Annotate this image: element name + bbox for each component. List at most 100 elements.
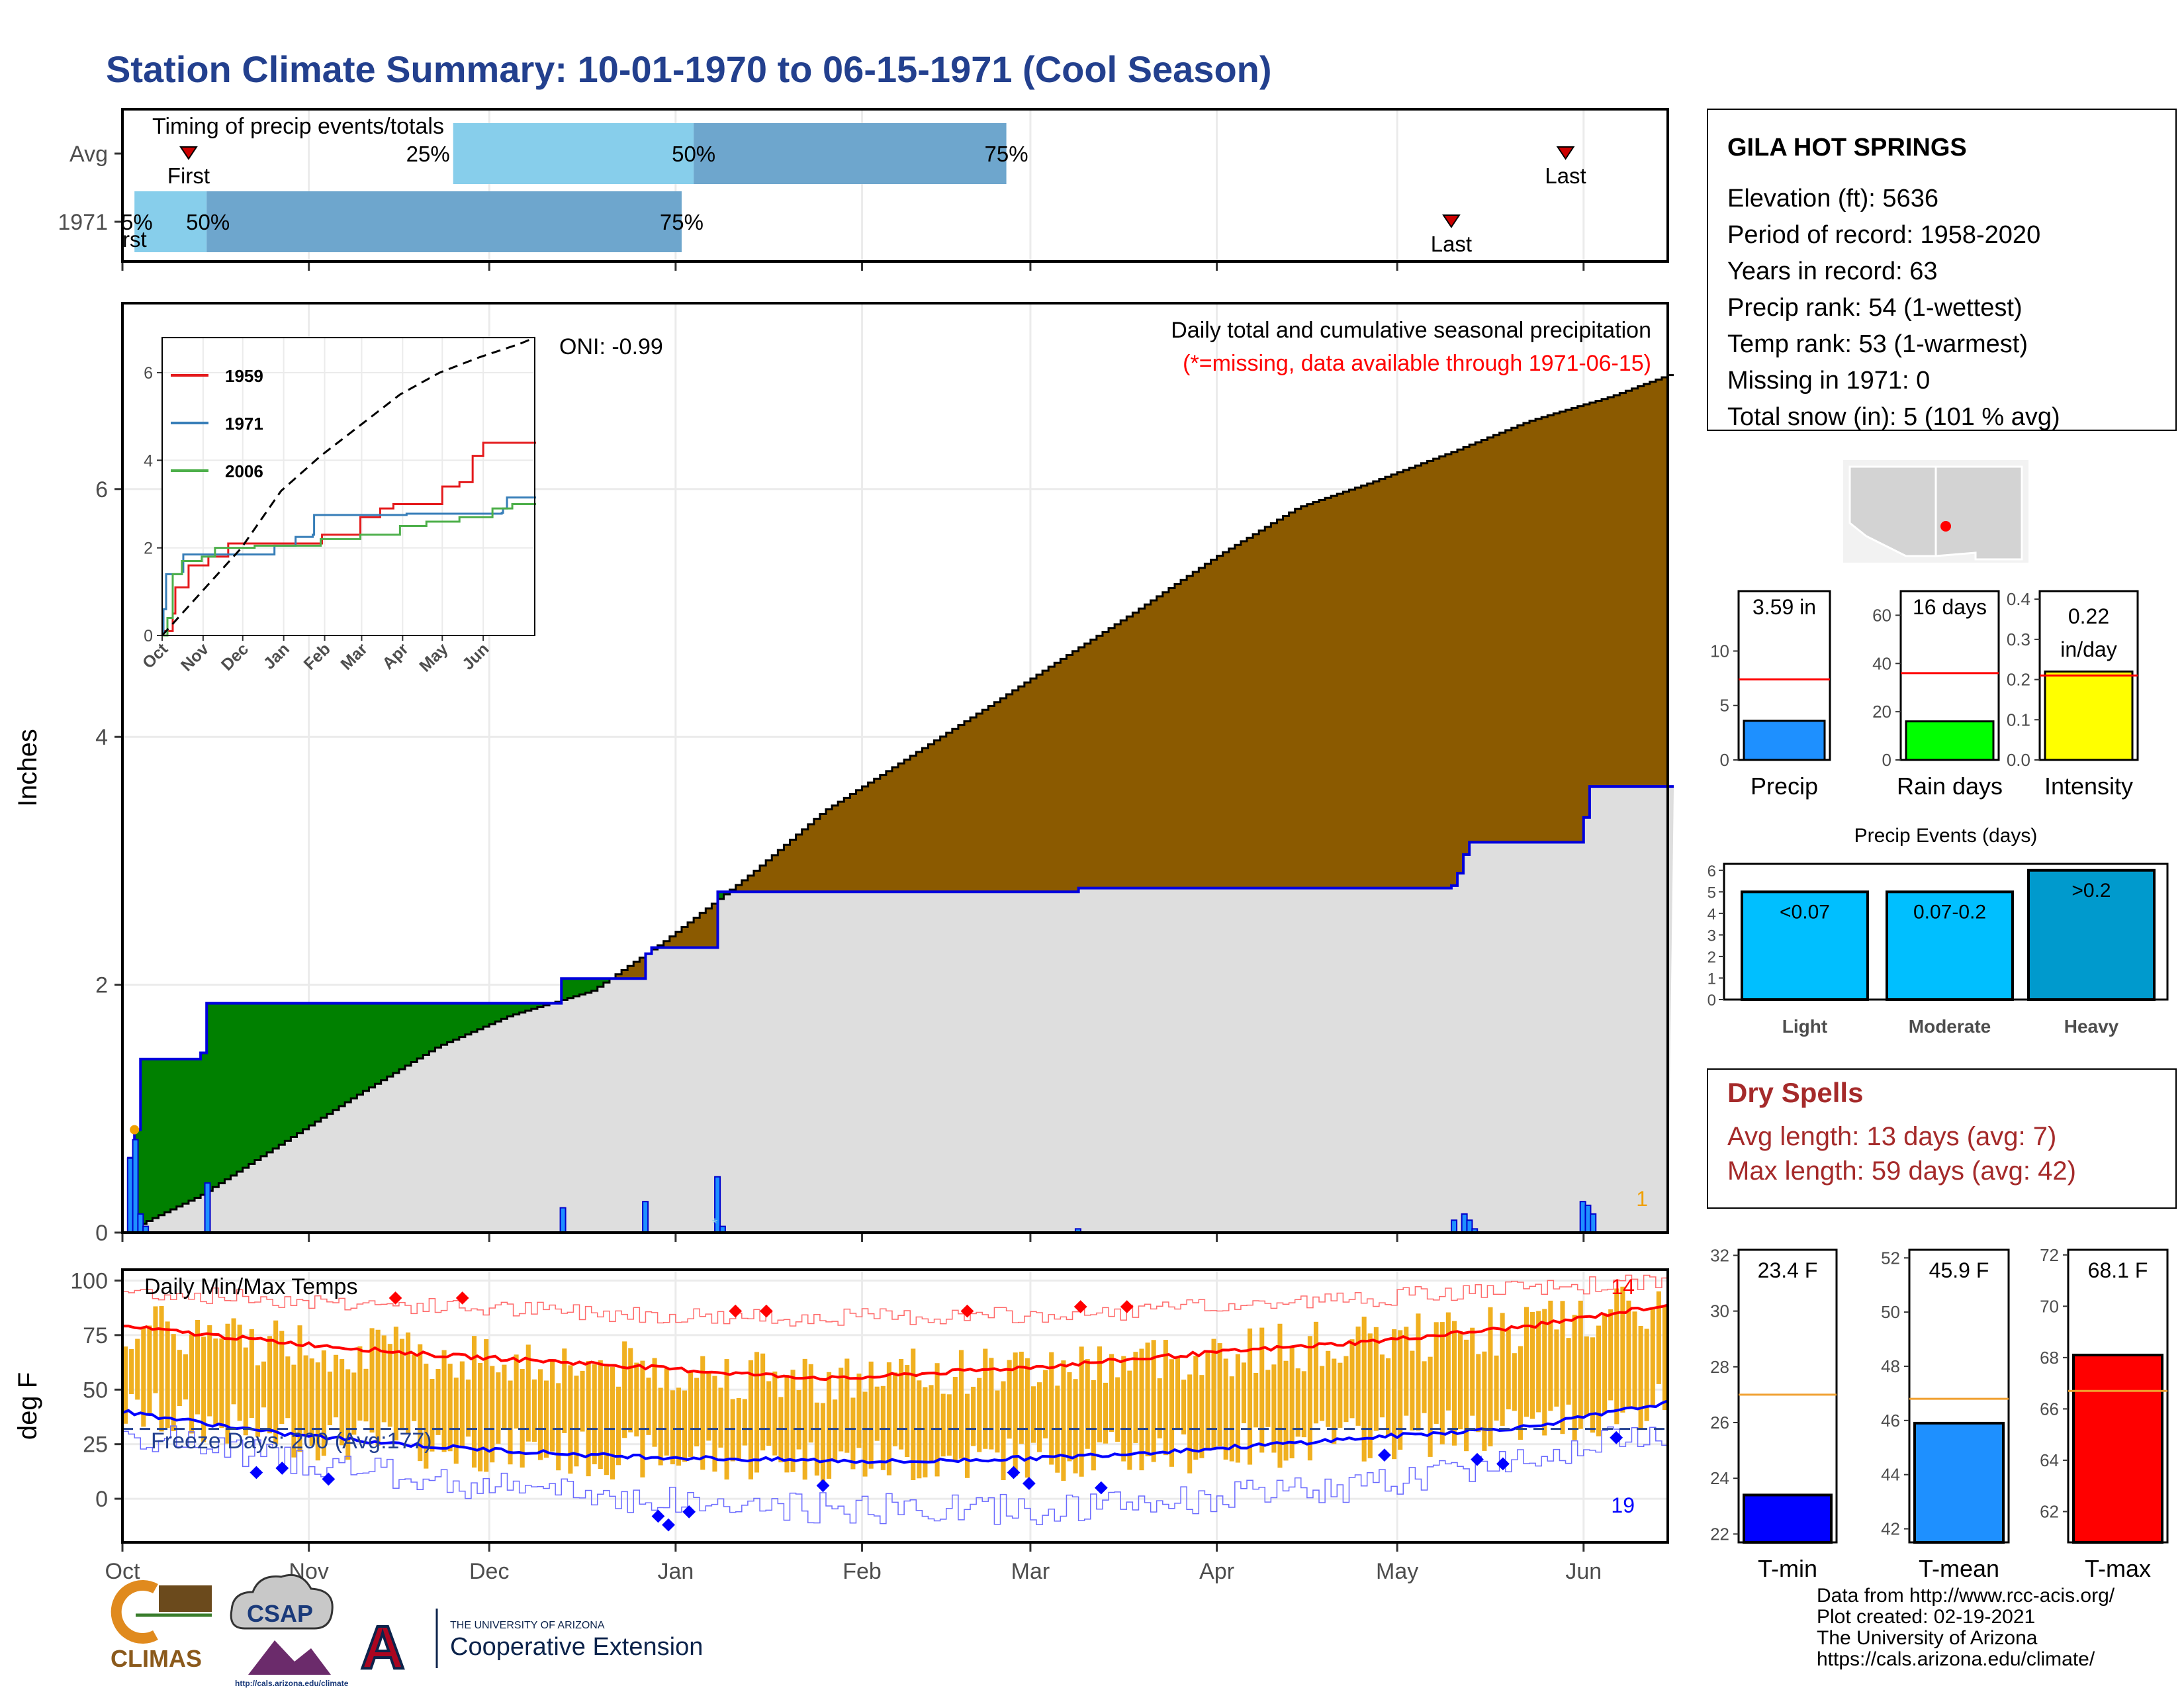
precip-ytick-label: 6 [95, 477, 108, 502]
temp-daily-bar [225, 1323, 230, 1444]
temp-daily-bar [1326, 1350, 1331, 1427]
temp-daily-bar [874, 1386, 880, 1441]
timing-1971-marker-last [1442, 214, 1461, 228]
temp-daily-bar [1301, 1371, 1306, 1438]
temp-daily-bar [1049, 1352, 1054, 1465]
temp-daily-bar [574, 1376, 579, 1467]
tsmall-ytick-label: 70 [2040, 1296, 2059, 1316]
temps-record-low-marker [662, 1518, 675, 1532]
inset-avg-line [161, 336, 535, 637]
psmall-ytick-label: 60 [1872, 605, 1891, 625]
temp-daily-bar [1307, 1336, 1312, 1461]
precip-daily-bar [1451, 1219, 1458, 1234]
temp-daily-bar [333, 1354, 339, 1418]
psmall-ytick-label: 0 [1720, 750, 1729, 770]
events-bar-label: <0.07 [1780, 901, 1830, 923]
station-info-line: Years in record: 63 [1727, 258, 1938, 285]
temp-daily-bar [1037, 1382, 1042, 1452]
temp-daily-bar [135, 1338, 140, 1400]
temp-daily-bar [1578, 1300, 1583, 1429]
temp-daily-bar [340, 1359, 345, 1446]
events-bar [1741, 890, 1869, 1002]
timing-marker-first [179, 146, 198, 160]
temp-daily-bar [1241, 1362, 1247, 1424]
temp-daily-bar [1548, 1300, 1553, 1411]
temp-daily-bar [393, 1327, 398, 1441]
dry-spells-max: Max length: 59 days (avg: 42) [1727, 1156, 2076, 1186]
temp-daily-bar [537, 1369, 543, 1460]
temp-daily-bar [369, 1328, 375, 1433]
events-ytick-label: 0 [1707, 992, 1716, 1009]
temp-daily-bar [1662, 1306, 1667, 1411]
temp-daily-bar [1644, 1329, 1649, 1421]
events-bar [2027, 868, 2156, 1002]
events-ytick-label: 2 [1707, 949, 1716, 966]
temp-daily-bar [1121, 1356, 1126, 1462]
temp-daily-bar [989, 1358, 994, 1450]
timing-bar-avg-q3 [694, 123, 1007, 184]
temp-daily-bar [886, 1362, 891, 1476]
psmall-bar [2044, 670, 2134, 761]
temps-xtick-label: Oct [105, 1559, 140, 1584]
station-info-panel: GILA HOT SPRINGS Elevation (ft): 5636 Peri… [1707, 109, 2177, 431]
temp-daily-bar [1103, 1382, 1109, 1444]
temp-daily-bar [285, 1356, 291, 1419]
psmall-ytick-label: 0 [1882, 750, 1891, 770]
events-ytick-label: 6 [1707, 863, 1716, 880]
precip-daily-bar [204, 1182, 211, 1233]
temp-daily-bar [580, 1370, 585, 1432]
temps-ytick-label: 75 [83, 1323, 108, 1348]
temp-daily-bar [862, 1391, 868, 1477]
temp-daily-bar [195, 1319, 201, 1415]
temps-record-min-line [122, 1425, 1668, 1526]
map-station-dot [1940, 521, 1951, 532]
temp-daily-bar [1127, 1370, 1132, 1470]
map-new-mexico [1934, 465, 2023, 561]
temp-daily-bar [249, 1329, 254, 1418]
temp-daily-bar [255, 1365, 260, 1437]
temp-daily-bar [1494, 1355, 1499, 1421]
temp-daily-bar [724, 1359, 729, 1480]
temp-daily-bar [297, 1325, 302, 1452]
temp-daily-bar [159, 1306, 164, 1432]
inset-legend-label: 2006 [225, 461, 263, 481]
temp-daily-bar [556, 1383, 561, 1471]
tsmall-category: T-max [2085, 1555, 2151, 1582]
temp-daily-bar [640, 1360, 645, 1477]
temp-daily-bar [1229, 1376, 1234, 1462]
temp-daily-bar [1265, 1370, 1271, 1427]
temp-daily-bar [1464, 1339, 1469, 1452]
tsmall-ytick-label: 26 [1710, 1413, 1729, 1432]
tsmall-value: 45.9 F [1929, 1258, 1989, 1282]
temp-daily-bar [430, 1379, 435, 1452]
station-info-line: Temp rank: 53 (1-warmest) [1727, 330, 2028, 358]
temp-daily-bar [459, 1361, 465, 1448]
temp-daily-bar [153, 1306, 158, 1393]
temp-daily-bar [1379, 1354, 1385, 1418]
temp-daily-bar [1079, 1346, 1084, 1477]
temps-record-high-marker [388, 1291, 402, 1305]
inset-line-1959 [162, 442, 536, 632]
footer: Data from http://www.rcc-acis.org/Plot c… [1817, 1585, 2115, 1670]
temp-daily-bar [652, 1358, 657, 1447]
temp-daily-bar [502, 1364, 507, 1429]
precip-title: Daily total and cumulative seasonal prec… [1171, 318, 1651, 343]
tsmall-ytick-label: 48 [1881, 1356, 1900, 1376]
temp-daily-bar [1506, 1329, 1511, 1410]
temp-daily-bar [1024, 1358, 1030, 1478]
temp-daily-bar [1163, 1340, 1168, 1456]
station-info-line: Period of record: 1958-2020 [1727, 221, 2040, 249]
ua-logo-letter: A [361, 1614, 404, 1681]
temp-daily-bar [219, 1338, 224, 1429]
temps-ylabel: deg F [13, 1372, 42, 1440]
ua-logo-big-text: Cooperative Extension [450, 1633, 703, 1661]
timing-title: Timing of precip events/totals [152, 114, 444, 139]
temp-daily-bar [1439, 1322, 1445, 1444]
precip-ytick-label: 0 [95, 1221, 108, 1246]
temp-daily-bar [1205, 1350, 1210, 1450]
tsmall-category: T-min [1758, 1555, 1817, 1582]
temp-daily-bar [303, 1355, 308, 1436]
temp-daily-bar [1133, 1352, 1138, 1443]
precip-deficit-area [555, 377, 1668, 1004]
